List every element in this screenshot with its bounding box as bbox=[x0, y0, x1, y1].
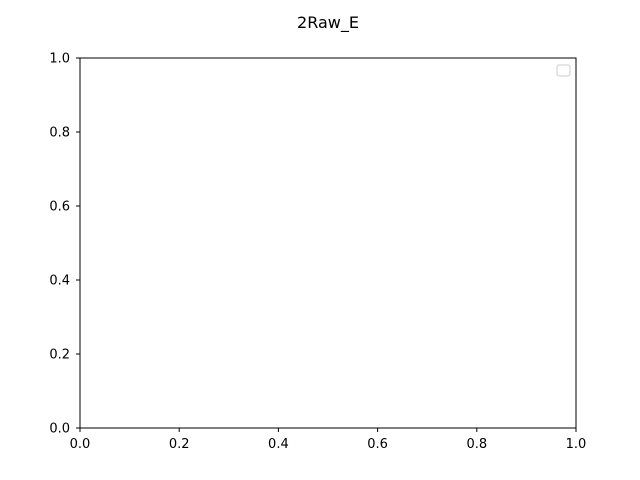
chart-title: 2Raw_E bbox=[297, 13, 359, 33]
axes-frame bbox=[79, 57, 577, 429]
y-tick-label: 0.2 bbox=[49, 348, 70, 363]
y-axis: 0.0 0.2 0.4 0.6 0.8 1.0 bbox=[49, 52, 80, 437]
x-tick-label: 0.4 bbox=[268, 437, 289, 452]
x-axis: 0.0 0.2 0.4 0.6 0.8 1.0 bbox=[70, 428, 587, 452]
x-tick-label: 0.0 bbox=[70, 437, 91, 452]
y-tick-label: 0.8 bbox=[49, 126, 70, 141]
x-tick-label: 0.6 bbox=[367, 437, 388, 452]
y-tick-label: 1.0 bbox=[49, 52, 70, 67]
x-tick-label: 1.0 bbox=[566, 437, 587, 452]
x-tick-label: 0.2 bbox=[169, 437, 190, 452]
plot-area bbox=[79, 57, 577, 429]
y-tick-label: 0.4 bbox=[49, 274, 70, 289]
legend-box bbox=[556, 64, 571, 77]
y-tick-label: 0.6 bbox=[49, 200, 70, 215]
x-tick-label: 0.8 bbox=[466, 437, 487, 452]
y-tick-label: 0.0 bbox=[49, 422, 70, 437]
